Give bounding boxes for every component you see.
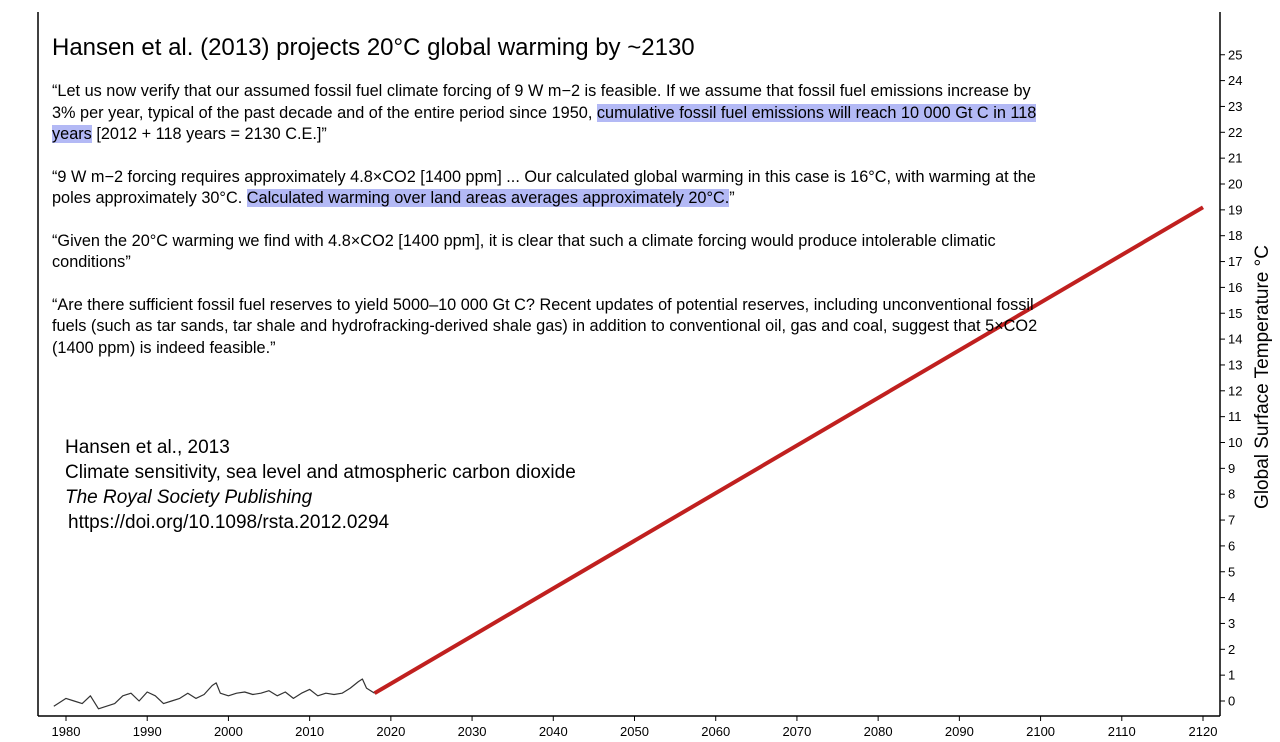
y-tick-label: 2	[1228, 642, 1235, 657]
y-tick-label: 3	[1228, 616, 1235, 631]
series-line-observed	[53, 678, 375, 710]
x-tick-label: 2100	[1026, 724, 1055, 739]
axes: 1980 1990 2000 2010 2020 2030 2040 2050 2060 2070…	[37, 12, 1242, 739]
x-tick-label: 2040	[539, 724, 568, 739]
citation-paper-title: Climate sensitivity, sea level and atmos…	[65, 462, 576, 483]
x-tick-label: 2070	[782, 724, 811, 739]
y-tick-label: 20	[1228, 177, 1242, 192]
quote-2-highlight: Calculated warming over land areas avera…	[246, 189, 730, 207]
x-tick-label: 2000	[214, 724, 243, 739]
y-tick-label: 15	[1228, 306, 1242, 321]
y-tick-label: 1	[1228, 668, 1235, 683]
y-tick-label: 10	[1228, 435, 1242, 450]
y-tick-label: 14	[1228, 332, 1242, 347]
y-tick-label: 13	[1228, 357, 1242, 372]
y-tick-label: 8	[1228, 487, 1235, 502]
quote-1-text-end: [2012 + 118 years = 2130 C.E.]”	[91, 125, 327, 143]
y-tick-label: 24	[1228, 73, 1242, 88]
x-tick-label: 2090	[945, 724, 974, 739]
quote-1: “Let us now verify that our assumed foss…	[52, 81, 1052, 146]
y-tick-label: 17	[1228, 254, 1242, 269]
x-tick-label: 2030	[458, 724, 487, 739]
series-layer	[53, 205, 1205, 710]
y-tick-label: 21	[1228, 151, 1242, 166]
y-tick-label: 22	[1228, 125, 1242, 140]
series-line-projection	[373, 205, 1205, 695]
y-tick-label: 5	[1228, 564, 1235, 579]
x-tick-label: 2120	[1189, 724, 1218, 739]
quote-4: “Are there sufficient fossil fuel reserv…	[52, 295, 1038, 357]
y-tick-label: 7	[1228, 513, 1235, 528]
quote-3: “Given the 20°C warming we find with 4.8…	[52, 231, 996, 272]
x-tick-label: 2020	[376, 724, 405, 739]
y-tick-label: 0	[1228, 694, 1235, 709]
x-tick-label: 2080	[864, 724, 893, 739]
y-tick-label: 19	[1228, 202, 1242, 217]
quote-2-text-end: ”	[729, 189, 735, 207]
quote-panel: Hansen et al. (2013) projects 20°C globa…	[52, 33, 1052, 380]
y-tick-label: 9	[1228, 461, 1235, 476]
y-tick-label: 18	[1228, 228, 1242, 243]
citation-block: Hansen et al., 2013 Climate sensitivity,…	[65, 435, 576, 535]
y-tick-label: 16	[1228, 280, 1242, 295]
quote-1-text: “Let us now verify that our assumed foss…	[52, 82, 1031, 122]
quote-2: “9 W m−2 forcing requires approximately …	[52, 167, 1052, 210]
y-tick-label: 6	[1228, 538, 1235, 553]
citation-doi: https://doi.org/10.1098/rsta.2012.0294	[68, 512, 390, 533]
x-tick-label: 2050	[620, 724, 649, 739]
x-tick-label: 2110	[1108, 724, 1136, 739]
x-tick-label: 1980	[52, 724, 81, 739]
x-tick-label: 2010	[295, 724, 324, 739]
y-tick-label: 11	[1228, 409, 1242, 424]
y-tick-label: 23	[1228, 99, 1242, 114]
y-axis-label: Global Surface Temperature °C	[1252, 245, 1273, 509]
citation-authors: Hansen et al., 2013	[65, 437, 230, 458]
quote-2-text: “9 W m−2 forcing requires approximately …	[52, 167, 1036, 208]
y-tick-label: 4	[1228, 590, 1235, 605]
x-tick-label: 2060	[701, 724, 730, 739]
y-tick-label: 12	[1228, 383, 1242, 398]
citation-journal: The Royal Society Publishing	[65, 487, 313, 508]
y-tick-label: 25	[1228, 47, 1242, 62]
chart-title: Hansen et al. (2013) projects 20°C globa…	[52, 34, 695, 61]
x-tick-label: 1990	[133, 724, 162, 739]
